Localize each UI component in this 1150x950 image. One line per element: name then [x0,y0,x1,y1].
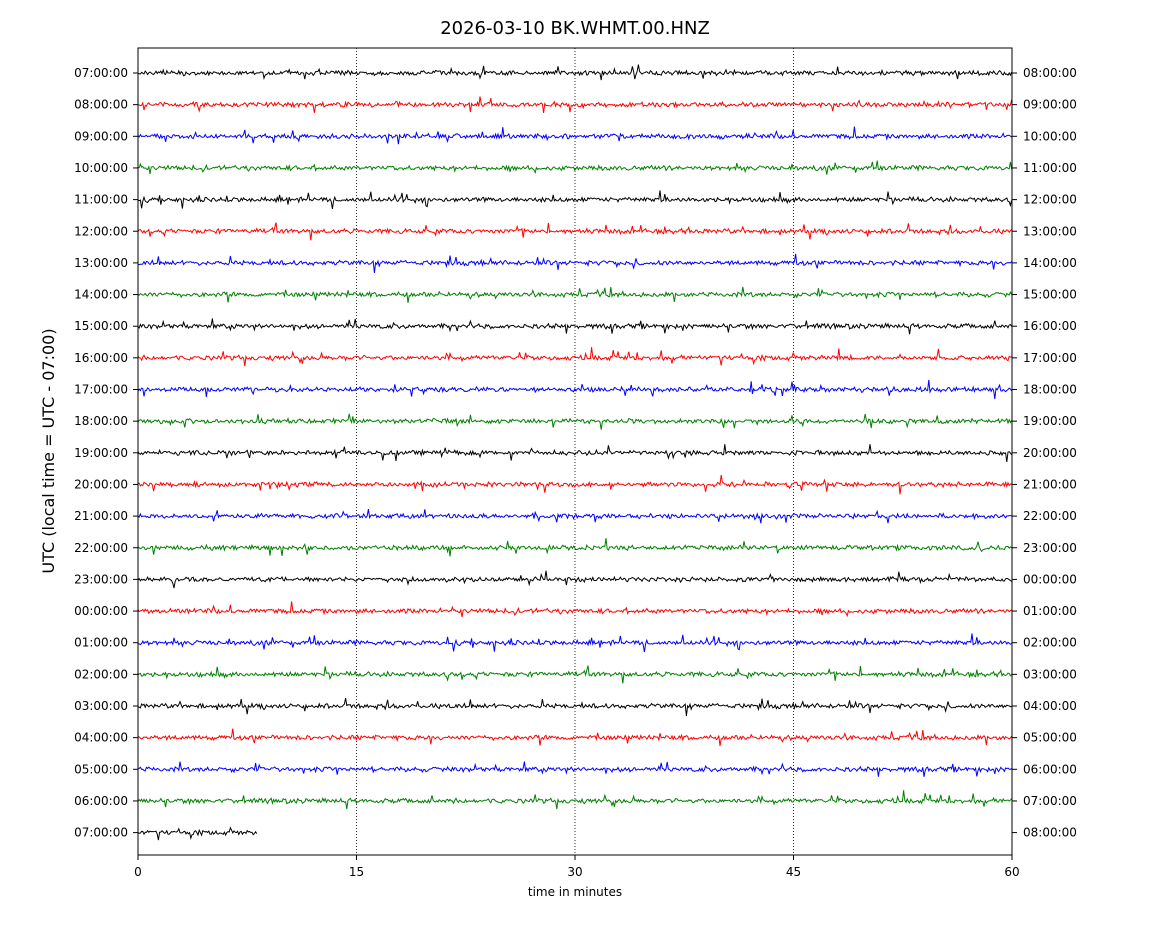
left-hour-labels: 07:00:00 08:00:00 09:00:00 10:00:00 11:00:00… [74,66,138,840]
trace-line [137,413,1013,430]
trace-line [137,318,1013,335]
right-hour-label: 07:00:00 [1023,794,1077,808]
right-hour-label: 01:00:00 [1023,604,1077,618]
trace-line [137,444,1013,462]
left-hour-label: 03:00:00 [74,699,128,713]
trace-line [137,826,258,841]
right-hour-label: 03:00:00 [1023,667,1077,681]
right-hour-label: 02:00:00 [1023,636,1077,650]
left-hour-label: 10:00:00 [74,161,128,175]
y-axis-label: UTC (local time = UTC - 07:00) [39,328,58,573]
left-hour-label: 04:00:00 [74,731,128,745]
right-hour-label: 11:00:00 [1023,161,1077,175]
left-hour-label: 21:00:00 [74,509,128,523]
gridlines [356,48,794,855]
left-hour-label: 01:00:00 [74,636,128,650]
x-tick-label: 0 [134,865,142,879]
trace-line [137,126,1012,145]
right-hour-label: 14:00:00 [1023,256,1077,270]
left-hour-label: 17:00:00 [74,383,128,397]
right-hour-label: 16:00:00 [1023,319,1077,333]
x-tick-label: 30 [567,865,582,879]
x-tick-label: 45 [786,865,801,879]
right-hour-label: 22:00:00 [1023,509,1077,523]
trace-line [137,790,1012,810]
left-hour-label: 14:00:00 [74,288,128,302]
left-hour-label: 16:00:00 [74,351,128,365]
left-hour-label: 22:00:00 [74,541,128,555]
left-hour-label: 00:00:00 [74,604,128,618]
trace-line [137,253,1012,274]
left-hour-label: 18:00:00 [74,414,128,428]
trace-line [137,190,1013,209]
trace-line [137,761,1012,777]
right-hour-label: 05:00:00 [1023,731,1077,745]
right-hour-label: 12:00:00 [1023,193,1077,207]
left-hour-label: 19:00:00 [74,446,128,460]
left-hour-label: 05:00:00 [74,762,128,776]
plot-frame [137,47,1013,856]
trace-line [137,379,1013,399]
right-hour-label: 08:00:00 [1023,826,1077,840]
left-hour-label: 07:00:00 [74,66,128,80]
left-hour-label: 15:00:00 [74,319,128,333]
seismic-traces [137,64,1013,841]
right-hour-label: 13:00:00 [1023,224,1077,238]
trace-line [137,474,1012,495]
trace-line [137,698,1012,717]
left-hour-label: 23:00:00 [74,572,128,586]
right-hour-label: 18:00:00 [1023,383,1077,397]
left-hour-label: 02:00:00 [74,667,128,681]
trace-line [137,160,1013,175]
trace-line [137,96,1013,113]
right-hour-label: 00:00:00 [1023,572,1077,586]
right-hour-label: 20:00:00 [1023,446,1077,460]
right-hour-label: 17:00:00 [1023,351,1077,365]
trace-line [137,509,1012,524]
trace-line [137,570,1012,589]
trace-line [137,222,1012,241]
x-axis-label: time in minutes [528,885,622,899]
trace-line [137,286,1013,303]
trace-line [137,64,1013,81]
left-hour-label: 06:00:00 [74,794,128,808]
right-hour-label: 04:00:00 [1023,699,1077,713]
left-hour-label: 20:00:00 [74,477,128,491]
chart-title: 2026-03-10 BK.WHMT.00.HNZ [440,18,710,39]
right-hour-label: 15:00:00 [1023,288,1077,302]
right-hour-label: 21:00:00 [1023,477,1077,491]
left-hour-label: 11:00:00 [74,193,128,207]
left-hour-label: 08:00:00 [74,98,128,112]
right-hour-label: 08:00:00 [1023,66,1077,80]
x-tick-label: 15 [349,865,364,879]
right-hour-label: 09:00:00 [1023,98,1077,112]
right-hour-label: 23:00:00 [1023,541,1077,555]
trace-line [137,665,1012,684]
right-hour-label: 10:00:00 [1023,129,1077,143]
trace-line [137,538,1012,557]
right-hour-label: 19:00:00 [1023,414,1077,428]
trace-line [137,347,1012,367]
x-tick-label: 60 [1004,865,1019,879]
left-hour-label: 12:00:00 [74,224,128,238]
trace-line [137,633,1012,653]
trace-line [137,728,1013,746]
x-axis-ticks: 0 15 30 45 60 [134,855,1020,879]
right-hour-label: 06:00:00 [1023,762,1077,776]
right-hour-labels: 08:00:00 09:00:00 10:00:00 11:00:00 12:00:00… [1012,66,1077,840]
left-hour-label: 07:00:00 [74,826,128,840]
left-hour-label: 13:00:00 [74,256,128,270]
left-hour-label: 09:00:00 [74,129,128,143]
trace-line [137,601,1012,618]
